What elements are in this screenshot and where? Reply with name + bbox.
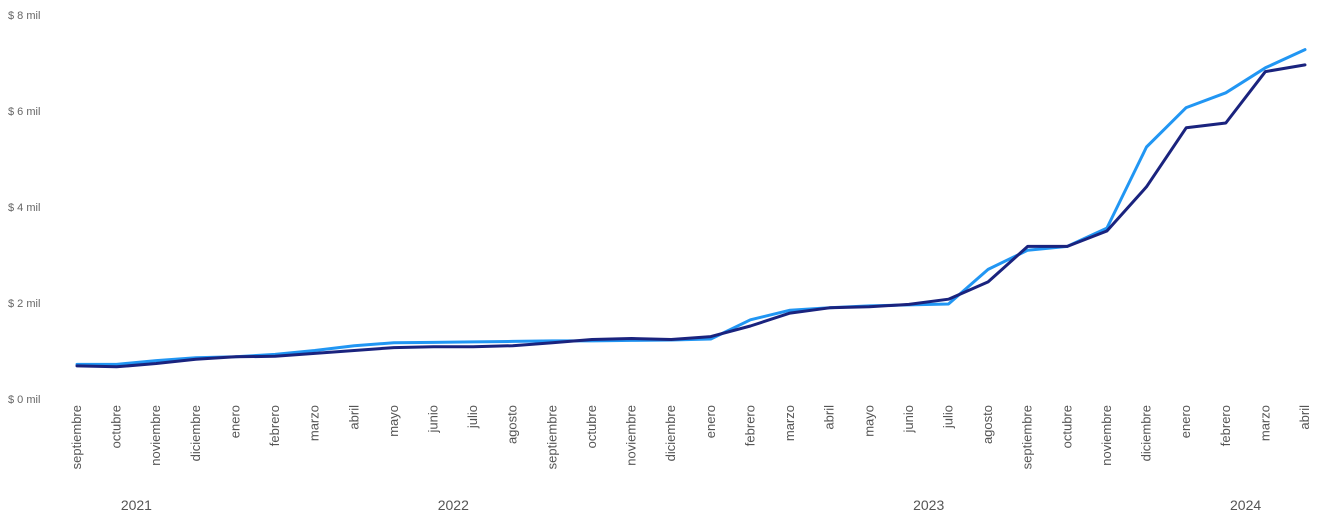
y-tick-label: $ 8 mil bbox=[8, 10, 40, 22]
x-tick-label: mayo bbox=[386, 405, 401, 437]
x-tick-label: agosto bbox=[505, 405, 520, 444]
x-tick-label: febrero bbox=[742, 405, 757, 446]
x-tick-label: octubre bbox=[109, 405, 124, 448]
x-tick-label: enero bbox=[228, 405, 243, 438]
x-tick-label: diciembre bbox=[188, 405, 203, 461]
x-tick-label: abril bbox=[346, 405, 361, 430]
x-tick-label: agosto bbox=[980, 405, 995, 444]
x-tick-label: febrero bbox=[267, 405, 282, 446]
x-tick-label: marzo bbox=[307, 405, 322, 441]
x-tick-label: enero bbox=[703, 405, 718, 438]
x-tick-label: noviembre bbox=[1099, 405, 1114, 466]
x-tick-label: abril bbox=[1297, 405, 1312, 430]
y-tick-label: $ 2 mil bbox=[8, 298, 40, 310]
x-tick-label: octubre bbox=[584, 405, 599, 448]
x-tick-label: julio bbox=[941, 405, 956, 429]
x-tick-label: marzo bbox=[782, 405, 797, 441]
year-label: 2022 bbox=[438, 497, 469, 513]
x-tick-label: julio bbox=[465, 405, 480, 429]
x-tick-label: febrero bbox=[1218, 405, 1233, 446]
x-tick-label: abril bbox=[822, 405, 837, 430]
y-tick-label: $ 0 mil bbox=[8, 394, 40, 406]
year-axis: 2021 2022 2023 2024 bbox=[121, 497, 1262, 513]
series-line-1 bbox=[75, 48, 1307, 366]
year-label: 2023 bbox=[913, 497, 944, 513]
x-tick-label: marzo bbox=[1257, 405, 1272, 441]
x-tick-label: diciembre bbox=[663, 405, 678, 461]
x-tick-label: octubre bbox=[1059, 405, 1074, 448]
x-tick-label: noviembre bbox=[148, 405, 163, 466]
year-label: 2021 bbox=[121, 497, 152, 513]
series-line-2 bbox=[75, 63, 1307, 369]
x-axis: septiembre octubre noviembre diciembre enero… bbox=[69, 405, 1312, 469]
y-axis: $ 0 mil $ 2 mil $ 4 mil $ 6 mil $ 8 mil bbox=[8, 10, 40, 406]
x-tick-label: septiembre bbox=[69, 405, 84, 469]
x-tick-label: junio bbox=[426, 405, 441, 433]
x-tick-label: junio bbox=[901, 405, 916, 433]
x-tick-label: septiembre bbox=[1020, 405, 1035, 469]
series-layer bbox=[75, 48, 1307, 369]
x-tick-label: diciembre bbox=[1139, 405, 1154, 461]
y-tick-label: $ 6 mil bbox=[8, 106, 40, 118]
x-tick-label: septiembre bbox=[544, 405, 559, 469]
x-tick-label: mayo bbox=[861, 405, 876, 437]
year-label: 2024 bbox=[1230, 497, 1261, 513]
y-tick-label: $ 4 mil bbox=[8, 202, 40, 214]
x-tick-label: enero bbox=[1178, 405, 1193, 438]
x-tick-label: noviembre bbox=[624, 405, 639, 466]
